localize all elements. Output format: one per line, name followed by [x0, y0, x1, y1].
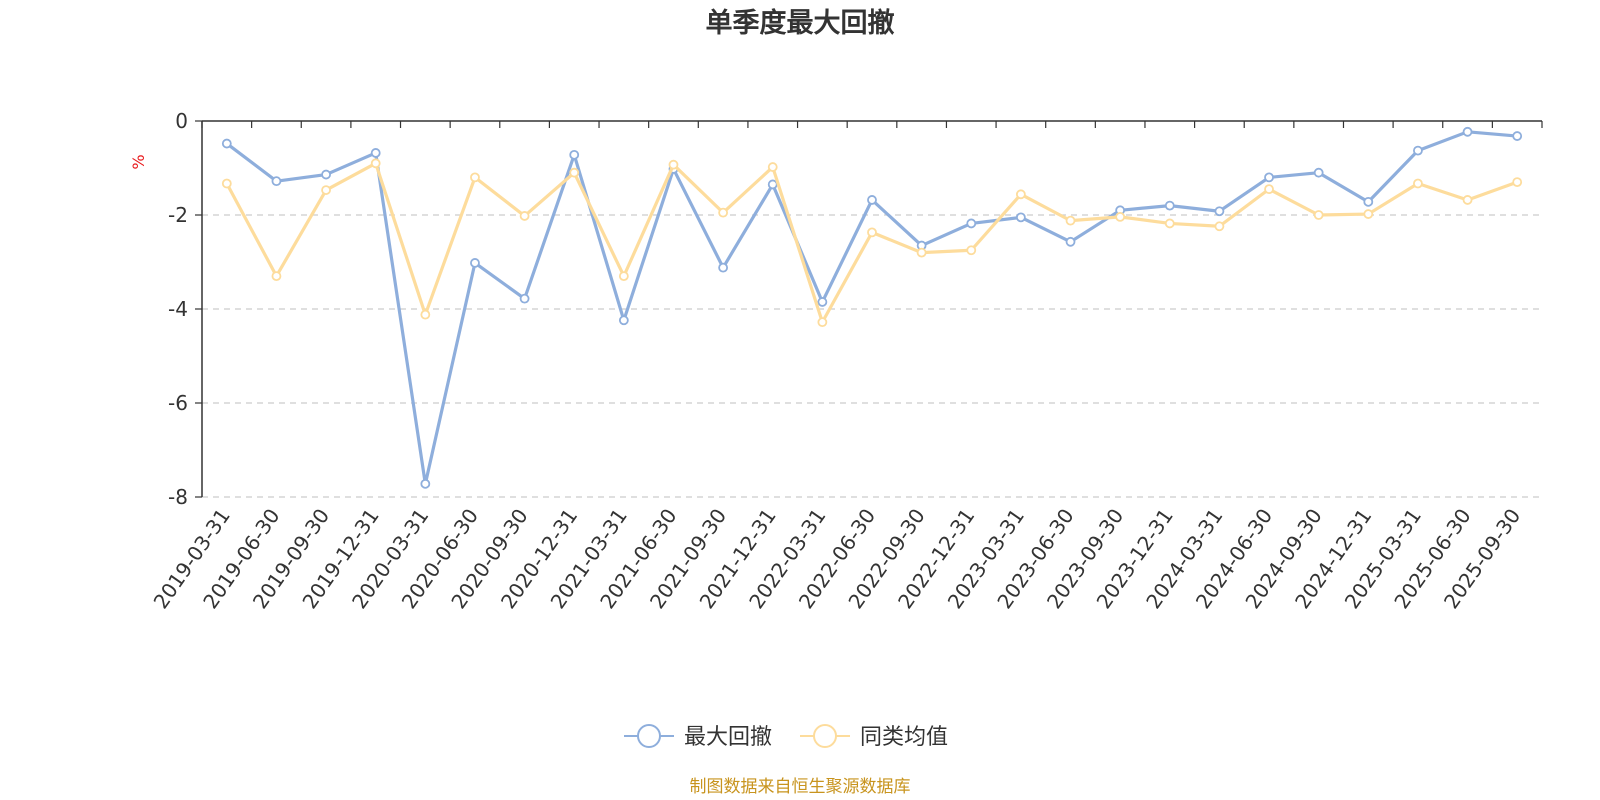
data-point[interactable]	[370, 158, 381, 169]
data-point[interactable]	[1015, 212, 1026, 223]
data-point[interactable]	[916, 247, 927, 258]
data-point[interactable]	[420, 478, 431, 489]
data-point[interactable]	[767, 179, 778, 190]
data-point[interactable]	[470, 258, 480, 268]
data-point[interactable]	[767, 162, 778, 172]
data-point[interactable]	[221, 138, 232, 149]
data-point[interactable]	[1413, 178, 1423, 189]
data-point[interactable]	[321, 185, 331, 195]
data-point[interactable]	[1015, 189, 1026, 200]
data-point[interactable]	[1264, 172, 1274, 183]
series-line	[225, 130, 1518, 486]
data-point[interactable]	[718, 262, 729, 273]
y-tick-labels: 0 -2 -4 -6 -8	[168, 109, 188, 509]
data-point[interactable]	[1115, 211, 1126, 222]
y-tick-label: -8	[168, 485, 188, 509]
data-point[interactable]	[966, 245, 977, 256]
legend-marker	[637, 724, 661, 748]
legend-item-0[interactable]: 最大回撤	[624, 724, 772, 750]
series-line	[225, 161, 1518, 324]
data-point[interactable]	[271, 271, 282, 282]
data-point[interactable]	[668, 159, 679, 170]
data-point[interactable]	[569, 167, 580, 178]
data-point[interactable]	[1512, 131, 1523, 141]
legend-label: 最大回撤	[684, 725, 772, 750]
data-point[interactable]	[718, 207, 729, 218]
data-point[interactable]	[420, 309, 431, 320]
data-point[interactable]	[1065, 215, 1076, 226]
data-point[interactable]	[1413, 145, 1423, 156]
data-point[interactable]	[1214, 221, 1225, 232]
data-point[interactable]	[519, 211, 530, 221]
legend-label: 同类均值	[860, 725, 948, 750]
data-point[interactable]	[966, 218, 977, 229]
data-point[interactable]	[1214, 206, 1225, 217]
legend[interactable]: 最大回撤 同类均值	[624, 724, 948, 750]
series-0	[221, 126, 1523, 489]
data-point[interactable]	[1363, 209, 1374, 219]
series-1	[221, 158, 1523, 328]
data-point[interactable]	[1164, 200, 1175, 211]
series	[221, 126, 1523, 489]
data-point[interactable]	[370, 148, 381, 158]
y-tick-label: 0	[175, 109, 188, 133]
grid-lines	[202, 214, 1542, 498]
source-note: 制图数据来自恒生聚源数据库	[690, 777, 911, 797]
data-point[interactable]	[817, 297, 828, 307]
data-point[interactable]	[1512, 177, 1523, 188]
data-point[interactable]	[1065, 236, 1076, 247]
data-point[interactable]	[221, 178, 232, 189]
data-point[interactable]	[1363, 196, 1374, 207]
data-point[interactable]	[1462, 195, 1473, 205]
chart-title: 单季度最大回撤	[706, 7, 895, 39]
axes	[195, 120, 1543, 498]
data-point[interactable]	[618, 271, 629, 282]
y-tick-label: -4	[168, 297, 188, 321]
legend-marker	[813, 724, 837, 748]
data-point[interactable]	[1462, 126, 1473, 137]
data-point[interactable]	[271, 176, 282, 187]
data-point[interactable]	[519, 293, 530, 304]
data-point[interactable]	[867, 195, 877, 205]
data-point[interactable]	[1313, 167, 1324, 178]
data-point[interactable]	[569, 149, 580, 160]
y-tick-label: -6	[168, 391, 188, 415]
data-point[interactable]	[1164, 218, 1175, 229]
data-point[interactable]	[1313, 210, 1324, 220]
x-tick-labels: 2019-03-312019-06-302019-09-302019-12-31…	[149, 504, 1526, 613]
data-point[interactable]	[1264, 184, 1274, 195]
data-point[interactable]	[618, 315, 629, 326]
data-point[interactable]	[867, 227, 877, 238]
y-tick-label: -2	[168, 203, 188, 227]
legend-item-1[interactable]: 同类均值	[800, 724, 948, 750]
y-axis-unit: %	[129, 154, 148, 169]
data-point[interactable]	[321, 169, 331, 180]
data-point[interactable]	[470, 172, 480, 183]
data-point[interactable]	[817, 317, 828, 328]
